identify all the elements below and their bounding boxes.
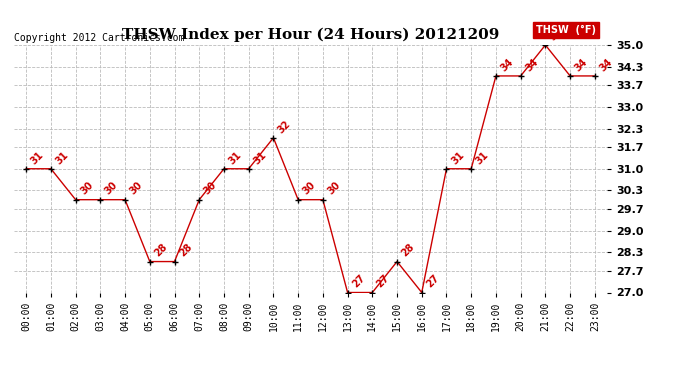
Text: 31: 31	[251, 149, 268, 166]
Text: 31: 31	[54, 149, 70, 166]
Text: 30: 30	[202, 180, 219, 197]
Text: Copyright 2012 Cartronics.com: Copyright 2012 Cartronics.com	[14, 33, 184, 42]
Text: 30: 30	[326, 180, 342, 197]
Text: 27: 27	[351, 273, 367, 290]
Text: 30: 30	[128, 180, 144, 197]
Text: 30: 30	[301, 180, 317, 197]
Text: 31: 31	[474, 149, 491, 166]
Text: 30: 30	[79, 180, 95, 197]
Title: THSW Index per Hour (24 Hours) 20121209: THSW Index per Hour (24 Hours) 20121209	[122, 28, 499, 42]
Text: 28: 28	[152, 242, 169, 259]
Text: 34: 34	[499, 57, 515, 73]
Text: 27: 27	[424, 273, 441, 290]
Text: 34: 34	[573, 57, 589, 73]
Text: 34: 34	[524, 57, 540, 73]
Text: 31: 31	[449, 149, 466, 166]
Text: 28: 28	[177, 242, 194, 259]
Text: 28: 28	[400, 242, 417, 259]
Text: 31: 31	[227, 149, 244, 166]
Text: 32: 32	[276, 118, 293, 135]
Text: 35: 35	[548, 26, 565, 42]
Text: 27: 27	[375, 273, 392, 290]
Text: 34: 34	[598, 57, 614, 73]
Text: 31: 31	[29, 149, 46, 166]
Text: 30: 30	[103, 180, 120, 197]
Text: THSW  (°F): THSW (°F)	[535, 25, 595, 35]
